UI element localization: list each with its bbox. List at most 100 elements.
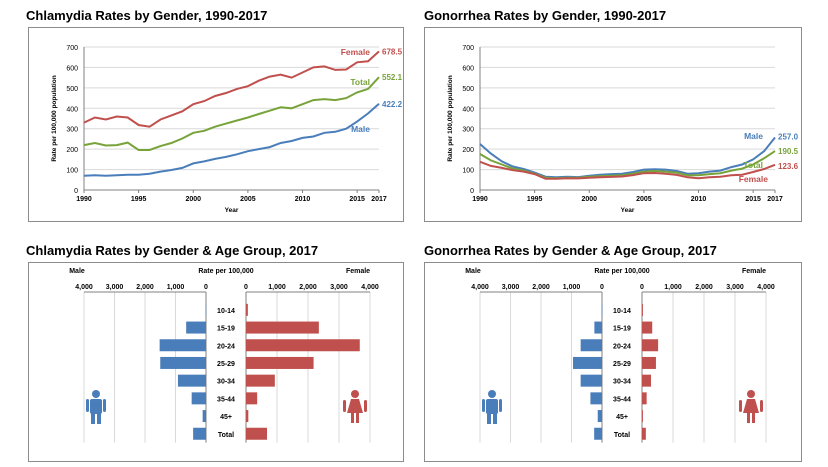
x-tick-label: 2,000 xyxy=(136,284,154,291)
rate-axis-label: Rate per 100,000 xyxy=(594,268,649,275)
female-bar xyxy=(642,427,646,440)
end-value-label: 422.2 xyxy=(382,100,403,109)
series-label-male: Male xyxy=(351,124,370,134)
male-arm xyxy=(482,399,485,412)
male-side-label: Male xyxy=(465,268,481,275)
y-tick-label: 500 xyxy=(66,86,78,93)
y-tick-label: 400 xyxy=(462,106,474,113)
end-value-label: 257.0 xyxy=(778,132,799,141)
category-label: 45+ xyxy=(220,414,232,421)
male-bar xyxy=(597,410,602,423)
series-label-male: Male xyxy=(744,131,763,141)
x-tick-label: 4,000 xyxy=(75,284,93,291)
male-torso xyxy=(486,399,498,414)
x-tick-label: 1995 xyxy=(131,196,147,203)
male-bar xyxy=(193,427,206,440)
male-bar xyxy=(573,356,602,369)
x-tick-label: 1990 xyxy=(472,196,488,203)
female-arm xyxy=(739,400,742,412)
female-bar xyxy=(642,321,653,334)
line-chart-chlamydia: 0 100 200 300 400 500 600 700 1990 1995 2000 2005 20… xyxy=(51,45,403,214)
female-side-label: Female xyxy=(346,268,370,275)
female-bar xyxy=(642,410,643,423)
male-bar xyxy=(159,339,206,352)
x-tick-label: 2010 xyxy=(691,196,707,203)
series-label-female: Female xyxy=(341,47,371,57)
male-bar xyxy=(160,356,206,369)
female-leg xyxy=(351,413,354,423)
x-tick-label: 4,000 xyxy=(757,284,775,291)
category-label: 25-29 xyxy=(217,361,235,368)
panel-gonorrhea-age: Male Rate per 100,000 Female 4,000 3,000 2,00… xyxy=(424,262,802,462)
x-tick-label: 1,000 xyxy=(268,284,286,291)
x-tick-label: 2005 xyxy=(240,196,256,203)
series-line-total xyxy=(83,76,380,151)
x-tick-label: 2010 xyxy=(295,196,311,203)
x-tick-label: 0 xyxy=(204,284,208,291)
y-tick-label: 700 xyxy=(462,45,474,52)
female-bar xyxy=(246,303,248,316)
y-tick-label: 200 xyxy=(66,147,78,154)
female-head xyxy=(351,390,359,398)
series-line-male xyxy=(83,103,380,177)
y-axis-label: Rate per 100,000 population xyxy=(51,75,58,161)
y-tick-label: 600 xyxy=(66,65,78,72)
category-label: 10-14 xyxy=(613,308,631,315)
chart-title-chlamydia-trend: Chlamydia Rates by Gender, 1990-2017 xyxy=(26,8,268,23)
male-bar xyxy=(580,339,602,352)
x-tick-label: 2017 xyxy=(371,196,387,203)
x-tick-label: 3,000 xyxy=(330,284,348,291)
chart-title-gonorrhea-trend: Gonorrhea Rates by Gender, 1990-2017 xyxy=(424,8,667,23)
female-bar xyxy=(246,427,268,440)
male-leg xyxy=(487,413,491,424)
y-tick-label: 500 xyxy=(462,86,474,93)
x-tick-label: 2000 xyxy=(581,196,597,203)
series-line-total xyxy=(479,150,776,180)
female-bar xyxy=(246,339,360,352)
female-bar xyxy=(642,356,656,369)
female-bar xyxy=(246,410,249,423)
x-tick-label: 3,000 xyxy=(106,284,124,291)
x-tick-label: 3,000 xyxy=(502,284,520,291)
y-tick-label: 100 xyxy=(66,168,78,175)
category-label: 30-34 xyxy=(613,379,631,386)
female-arm xyxy=(760,400,763,412)
male-leg xyxy=(493,413,497,424)
series-label-total: Total xyxy=(350,77,370,87)
chart-title-chlamydia-age: Chlamydia Rates by Gender & Age Group, 2… xyxy=(26,243,319,258)
x-tick-label: 0 xyxy=(640,284,644,291)
x-tick-label: 1,000 xyxy=(167,284,185,291)
series-label-total: Total xyxy=(743,160,763,170)
female-side-label: Female xyxy=(742,268,766,275)
x-tick-label: 0 xyxy=(600,284,604,291)
category-label: 25-29 xyxy=(613,361,631,368)
end-value-label: 552.1 xyxy=(382,73,403,82)
x-tick-label: 4,000 xyxy=(361,284,379,291)
x-tick-label: 2,000 xyxy=(299,284,317,291)
female-dress xyxy=(347,399,363,413)
male-head xyxy=(488,390,496,398)
chart-title-gonorrhea-age: Gonorrhea Rates by Gender & Age Group, 2… xyxy=(424,243,717,258)
female-dress xyxy=(743,399,759,413)
category-label: 20-24 xyxy=(613,343,631,350)
category-label: 10-14 xyxy=(217,308,235,315)
male-bar xyxy=(202,410,206,423)
female-arm xyxy=(364,400,367,412)
x-tick-label: 2015 xyxy=(349,196,365,203)
male-arm xyxy=(86,399,89,412)
y-tick-label: 100 xyxy=(462,168,474,175)
y-tick-label: 200 xyxy=(462,147,474,154)
female-head xyxy=(747,390,755,398)
y-tick-label: 300 xyxy=(462,127,474,134)
female-bar xyxy=(642,374,651,387)
y-tick-label: 600 xyxy=(462,65,474,72)
category-label: 20-24 xyxy=(217,343,235,350)
pyramid-chart-gonorrhea: Male Rate per 100,000 Female 4,000 3,000 2,00… xyxy=(465,268,775,443)
male-bar xyxy=(601,303,603,316)
male-bar xyxy=(191,392,206,405)
y-tick-label: 700 xyxy=(66,45,78,52)
end-value-label: 190.5 xyxy=(778,147,799,156)
category-label: 30-34 xyxy=(217,379,235,386)
category-label: Total xyxy=(218,432,234,439)
female-leg xyxy=(752,413,755,423)
